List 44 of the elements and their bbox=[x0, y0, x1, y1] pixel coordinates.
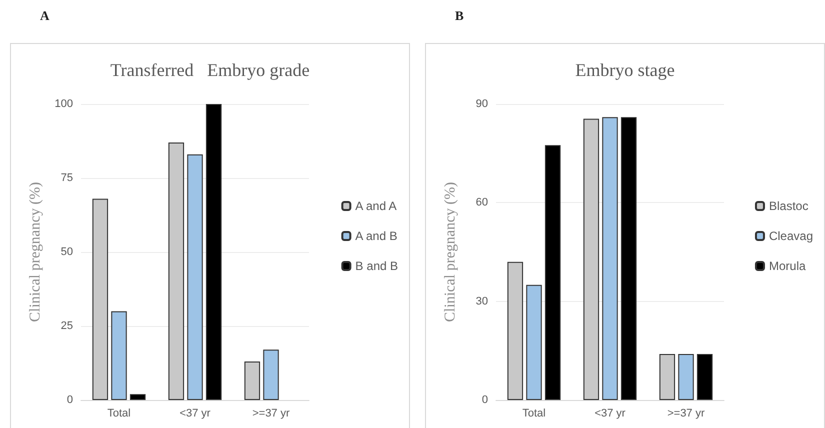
bar bbox=[696, 354, 713, 400]
y-axis-title: Clinical pregnancy (%) bbox=[28, 182, 44, 322]
bar bbox=[168, 142, 184, 400]
bar bbox=[111, 311, 127, 400]
bar bbox=[678, 354, 694, 400]
bar bbox=[187, 154, 203, 400]
y-tick-label: 90 bbox=[476, 98, 488, 110]
x-tick-label: Total bbox=[107, 408, 131, 420]
bar bbox=[130, 394, 146, 400]
bar bbox=[602, 117, 618, 400]
text: B bbox=[455, 8, 464, 24]
y-tick-label: 100 bbox=[54, 98, 73, 110]
y-tick-label: 0 bbox=[482, 394, 488, 406]
y-axis-title: Clinical pregnancy (%) bbox=[442, 182, 458, 322]
bar bbox=[244, 362, 260, 400]
bar bbox=[544, 145, 561, 400]
bar bbox=[526, 284, 542, 400]
legend-label: Blastoc bbox=[768, 199, 808, 213]
legend-label: A and A bbox=[355, 199, 397, 213]
x-tick-label: <37 yr bbox=[594, 408, 626, 420]
bar bbox=[620, 117, 637, 400]
y-tick-label: 30 bbox=[476, 295, 488, 308]
y-tick-label: 60 bbox=[476, 196, 488, 209]
x-tick-label: Total bbox=[522, 408, 546, 420]
y-tick-label: 25 bbox=[60, 320, 73, 332]
x-tick-label: >=37 yr bbox=[667, 408, 705, 420]
x-tick-label: >=37 yr bbox=[252, 408, 290, 420]
bar bbox=[206, 104, 222, 400]
legend-label: Cleavag bbox=[768, 229, 814, 243]
bar bbox=[659, 354, 676, 400]
bar bbox=[263, 350, 279, 400]
y-tick-label: 0 bbox=[66, 394, 73, 406]
y-tick-label: 75 bbox=[60, 172, 73, 184]
bar bbox=[507, 262, 524, 400]
bar bbox=[583, 118, 600, 400]
chart-title: Embryo stage bbox=[575, 60, 675, 80]
chart-title: Transferred Embryo grade bbox=[110, 60, 310, 80]
legend-label: B and B bbox=[355, 259, 398, 273]
bar bbox=[92, 198, 108, 400]
text: A bbox=[40, 8, 50, 24]
legend-label: A and B bbox=[355, 229, 398, 243]
y-tick-label: 50 bbox=[60, 246, 73, 258]
legend-label: Morula bbox=[768, 259, 806, 273]
x-tick-label: <37 yr bbox=[180, 408, 211, 420]
